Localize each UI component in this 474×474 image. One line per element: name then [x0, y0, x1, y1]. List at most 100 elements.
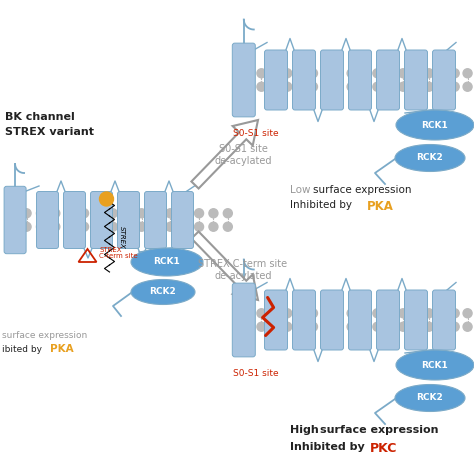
Text: High: High [290, 425, 323, 435]
Text: RCK2: RCK2 [417, 393, 443, 402]
Text: BK channel: BK channel [5, 112, 75, 122]
Text: ibited by: ibited by [2, 345, 45, 354]
Circle shape [373, 82, 382, 91]
FancyBboxPatch shape [232, 283, 255, 357]
Circle shape [36, 209, 46, 218]
Circle shape [123, 222, 132, 231]
FancyBboxPatch shape [36, 191, 58, 248]
Text: RCK1: RCK1 [422, 120, 448, 129]
FancyBboxPatch shape [292, 50, 316, 110]
Circle shape [257, 69, 266, 78]
Ellipse shape [396, 110, 474, 140]
Circle shape [438, 82, 447, 91]
Circle shape [283, 82, 292, 91]
FancyBboxPatch shape [292, 290, 316, 350]
FancyBboxPatch shape [232, 43, 255, 117]
Circle shape [334, 322, 343, 331]
Circle shape [463, 82, 472, 91]
Circle shape [411, 309, 420, 318]
FancyBboxPatch shape [145, 191, 166, 248]
Circle shape [399, 69, 408, 78]
Circle shape [257, 309, 266, 318]
Circle shape [450, 69, 459, 78]
Circle shape [166, 209, 175, 218]
Circle shape [424, 309, 433, 318]
Circle shape [151, 209, 160, 218]
Circle shape [8, 209, 17, 218]
Circle shape [334, 309, 343, 318]
Circle shape [22, 222, 31, 231]
FancyArrow shape [191, 120, 258, 189]
Ellipse shape [131, 280, 195, 304]
Circle shape [180, 209, 189, 218]
FancyBboxPatch shape [432, 50, 456, 110]
Text: PKA: PKA [367, 200, 394, 213]
Circle shape [309, 322, 318, 331]
Circle shape [347, 69, 356, 78]
Circle shape [424, 322, 433, 331]
Circle shape [151, 222, 160, 231]
Circle shape [36, 222, 46, 231]
Circle shape [411, 322, 420, 331]
Circle shape [51, 209, 60, 218]
FancyBboxPatch shape [264, 50, 288, 110]
Text: S0-S1 site: S0-S1 site [233, 129, 279, 138]
Circle shape [22, 209, 31, 218]
Circle shape [334, 69, 343, 78]
Circle shape [438, 309, 447, 318]
Text: S0-S1 site: S0-S1 site [233, 370, 279, 379]
Circle shape [223, 209, 232, 218]
FancyBboxPatch shape [118, 191, 139, 248]
Circle shape [94, 222, 103, 231]
Circle shape [347, 322, 356, 331]
Circle shape [223, 222, 232, 231]
FancyBboxPatch shape [432, 290, 456, 350]
Circle shape [123, 209, 132, 218]
Text: STREX C-term site
de-acylated: STREX C-term site de-acylated [199, 259, 288, 281]
Circle shape [386, 322, 395, 331]
Text: S0-S1 site
de-acylated: S0-S1 site de-acylated [214, 144, 272, 166]
Circle shape [283, 309, 292, 318]
Circle shape [180, 222, 189, 231]
Circle shape [309, 82, 318, 91]
FancyBboxPatch shape [320, 290, 344, 350]
Circle shape [296, 322, 305, 331]
Circle shape [424, 69, 433, 78]
Circle shape [450, 309, 459, 318]
Circle shape [347, 82, 356, 91]
Circle shape [450, 82, 459, 91]
Circle shape [270, 82, 279, 91]
Text: PKA: PKA [50, 344, 73, 354]
Ellipse shape [396, 350, 474, 380]
FancyArrow shape [191, 231, 258, 300]
Ellipse shape [395, 145, 465, 172]
Circle shape [424, 82, 433, 91]
Circle shape [296, 309, 305, 318]
Circle shape [463, 69, 472, 78]
FancyBboxPatch shape [348, 50, 372, 110]
FancyBboxPatch shape [264, 290, 288, 350]
Ellipse shape [131, 248, 203, 276]
FancyBboxPatch shape [172, 191, 193, 248]
FancyBboxPatch shape [64, 191, 85, 248]
Text: Inhibited by: Inhibited by [290, 200, 355, 210]
Circle shape [360, 82, 369, 91]
Circle shape [65, 222, 74, 231]
Text: STREX variant: STREX variant [5, 127, 94, 137]
Circle shape [137, 209, 146, 218]
Circle shape [270, 309, 279, 318]
Text: RCK2: RCK2 [417, 154, 443, 163]
Text: RCK1: RCK1 [154, 257, 181, 266]
FancyBboxPatch shape [91, 191, 112, 248]
Circle shape [270, 69, 279, 78]
Circle shape [209, 209, 218, 218]
FancyBboxPatch shape [4, 186, 26, 254]
Circle shape [257, 322, 266, 331]
Circle shape [321, 69, 330, 78]
Circle shape [109, 222, 117, 231]
Circle shape [257, 82, 266, 91]
Circle shape [373, 309, 382, 318]
Circle shape [373, 322, 382, 331]
Circle shape [347, 309, 356, 318]
Text: Inhibited by: Inhibited by [290, 442, 369, 452]
